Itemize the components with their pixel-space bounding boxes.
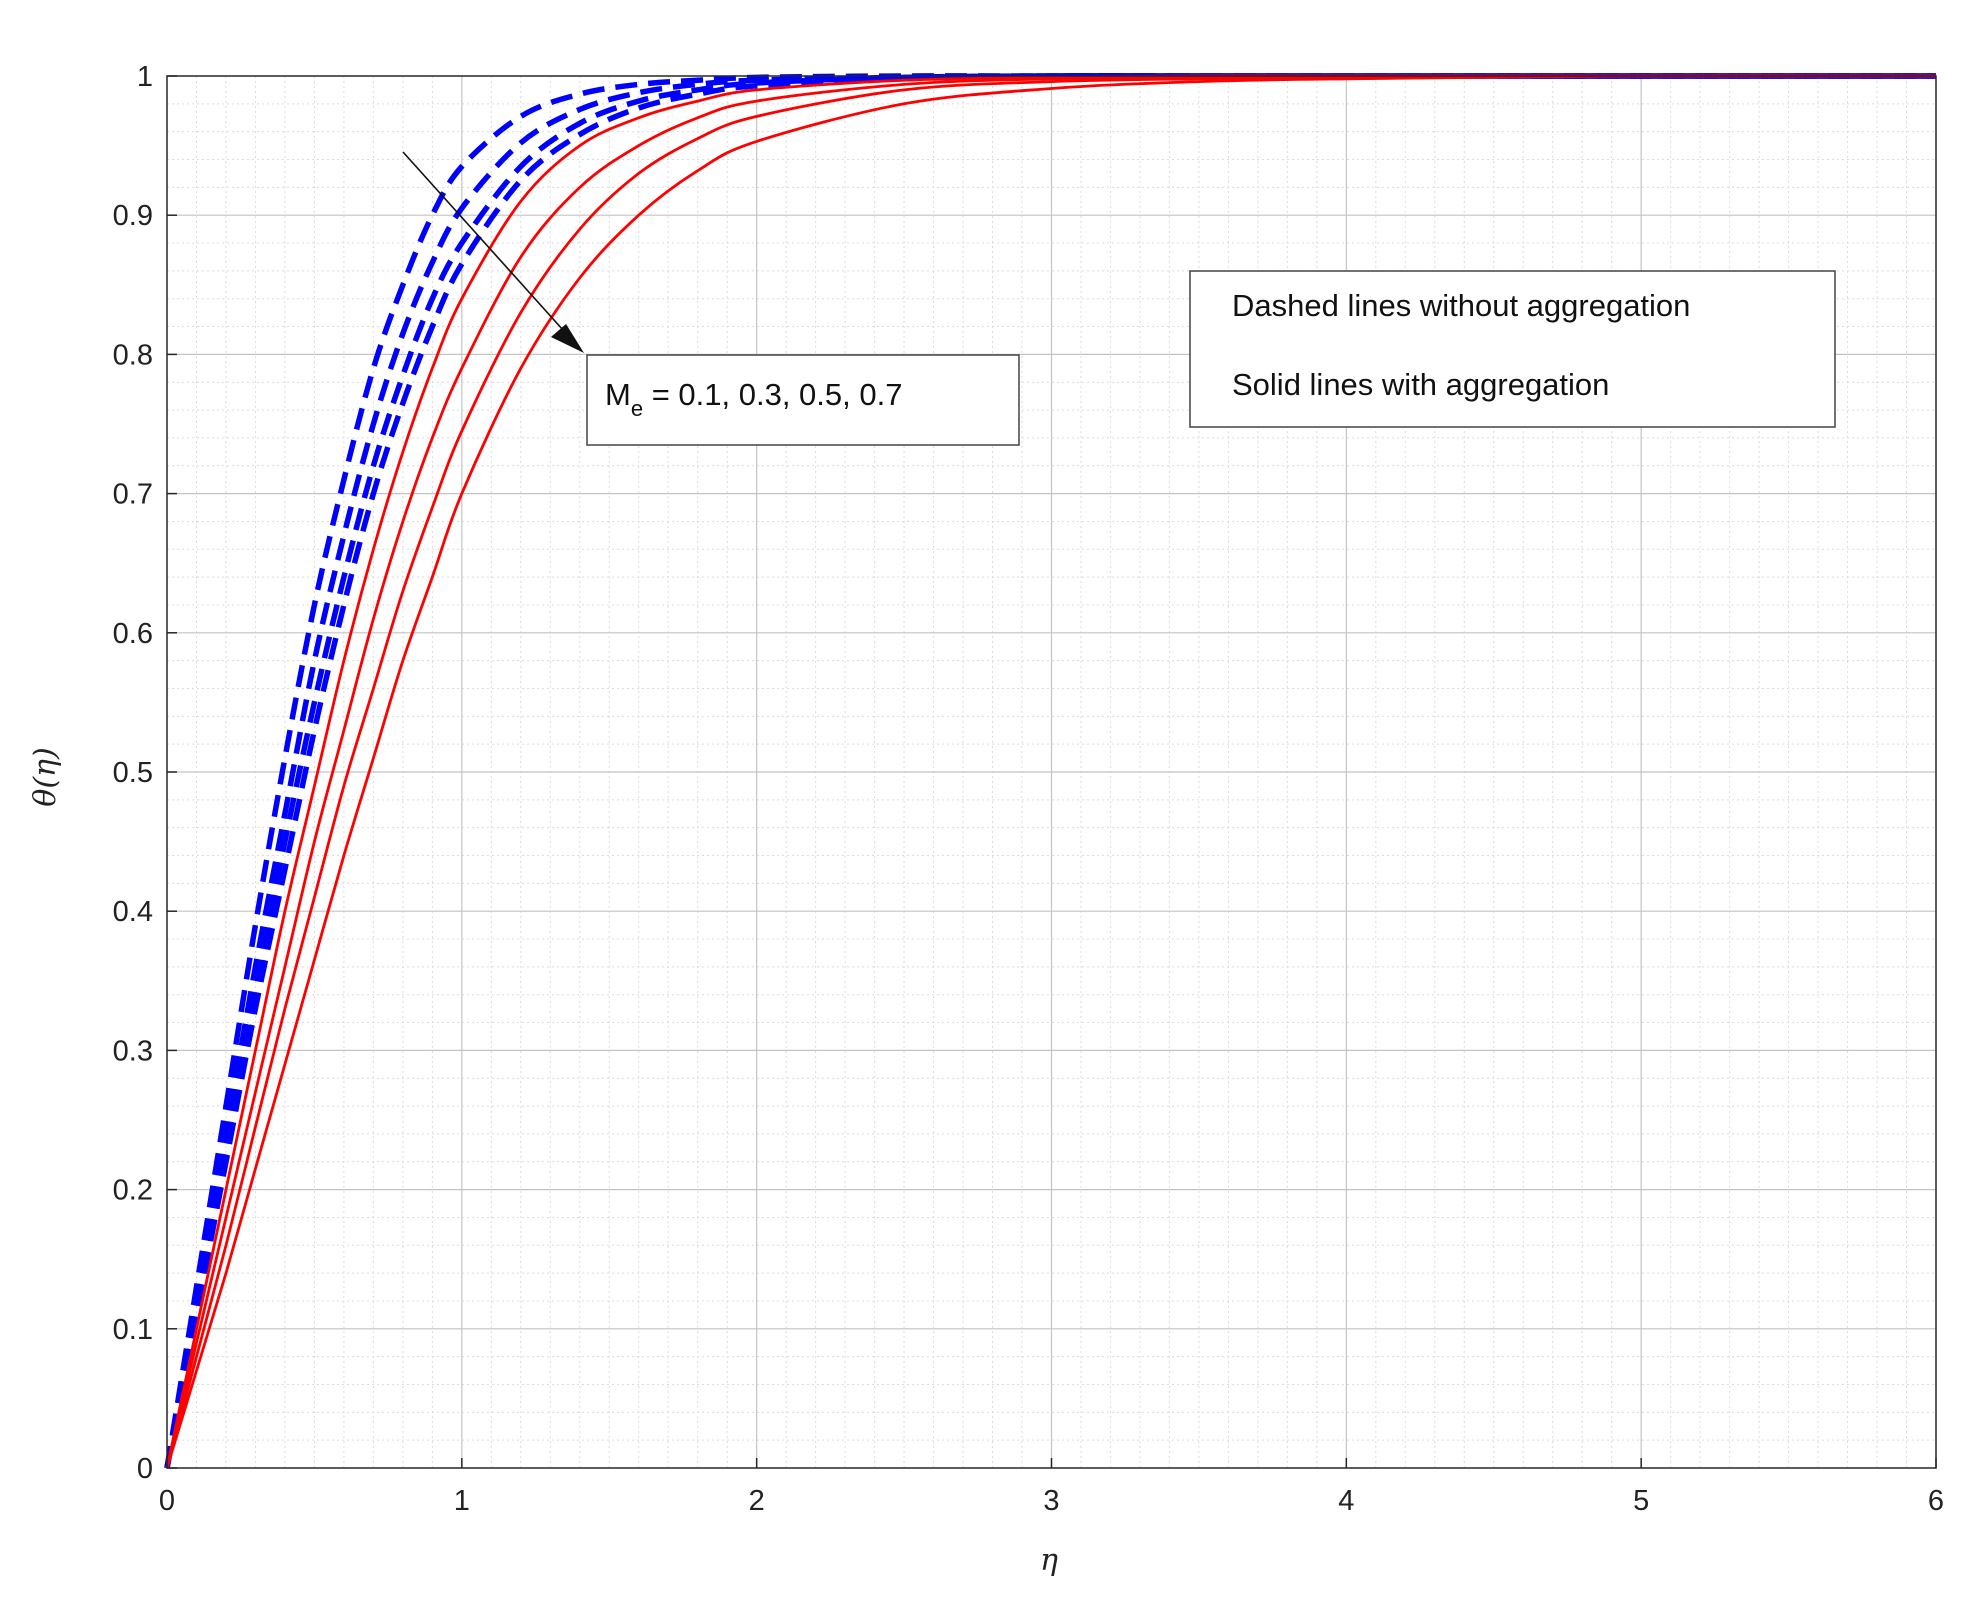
parameter-symbol: M	[605, 377, 631, 412]
y-axis-label: θ(η)	[28, 747, 63, 806]
y-tick-label: 0.8	[113, 339, 153, 371]
major-grid	[167, 76, 1936, 1468]
y-tick-label: 0.7	[113, 479, 153, 511]
y-tick-label: 0.6	[113, 618, 153, 650]
notes-box-frame	[1189, 270, 1836, 428]
y-tick-label: 0	[137, 1453, 153, 1485]
tick-labels: 0 1 2 3 4 5 6 0 0.1 0.2 0.3 0.4 0.5 0.6 0.7 0.8 0.9 1	[113, 61, 1944, 1517]
notes-box: Dashed lines without aggregation Solid l…	[1189, 270, 1836, 428]
parameter-label: Me = 0.1, 0.3, 0.5, 0.7	[605, 377, 902, 421]
arrow-head-icon	[551, 324, 584, 353]
y-tick-label: 0.2	[113, 1175, 153, 1207]
y-tick-label: 0.9	[113, 200, 153, 232]
y-tick-label: 0.5	[113, 757, 153, 789]
parameter-values: = 0.1, 0.3, 0.5, 0.7	[643, 377, 902, 412]
x-tick-label: 0	[159, 1485, 175, 1517]
parameter-box-frame	[586, 354, 1020, 446]
note-dashed: Dashed lines without aggregation	[1232, 288, 1690, 323]
solid-series-line-7	[165, 74, 1937, 1469]
x-tick-label: 6	[1928, 1485, 1944, 1517]
x-tick-label: 3	[1043, 1485, 1059, 1517]
dashed-series-line-4	[164, 73, 1936, 1469]
parameter-box: Me = 0.1, 0.3, 0.5, 0.7	[586, 354, 1020, 446]
y-tick-label: 0.1	[113, 1314, 153, 1346]
x-tick-label: 1	[454, 1485, 470, 1517]
parameter-subscript: e	[631, 396, 643, 421]
solid-series-line-8	[165, 74, 1937, 1469]
y-tick-label: 1	[137, 61, 153, 93]
y-tick-label: 0.3	[113, 1035, 153, 1067]
x-tick-label: 5	[1633, 1485, 1649, 1517]
x-axis-label: η	[1040, 1543, 1058, 1578]
arrow-line	[402, 151, 573, 341]
x-tick-label: 4	[1338, 1485, 1354, 1517]
x-tick-label: 2	[749, 1485, 765, 1517]
y-tick-label: 0.4	[113, 896, 153, 928]
note-solid: Solid lines with aggregation	[1232, 367, 1609, 402]
arrow-annotation	[402, 151, 584, 353]
